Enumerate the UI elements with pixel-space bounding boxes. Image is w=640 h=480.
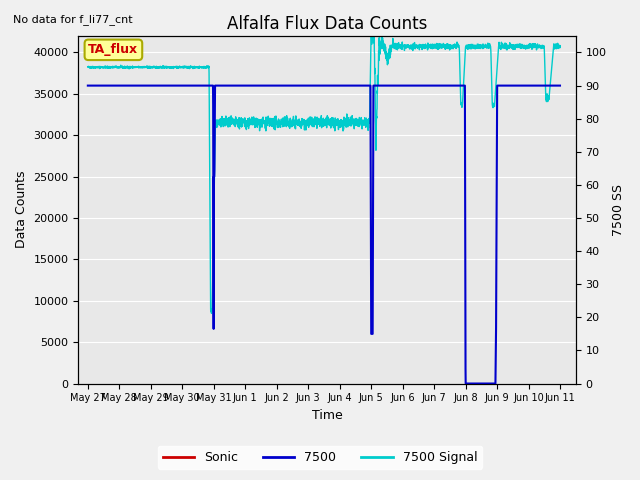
Title: Alfalfa Flux Data Counts: Alfalfa Flux Data Counts — [227, 15, 428, 33]
Legend: Sonic, 7500, 7500 Signal: Sonic, 7500, 7500 Signal — [158, 446, 482, 469]
Text: No data for f_li77_cnt: No data for f_li77_cnt — [13, 14, 132, 25]
X-axis label: Time: Time — [312, 409, 342, 422]
Y-axis label: Data Counts: Data Counts — [15, 171, 28, 249]
Text: TA_flux: TA_flux — [88, 43, 138, 56]
Y-axis label: 7500 SS: 7500 SS — [612, 184, 625, 236]
